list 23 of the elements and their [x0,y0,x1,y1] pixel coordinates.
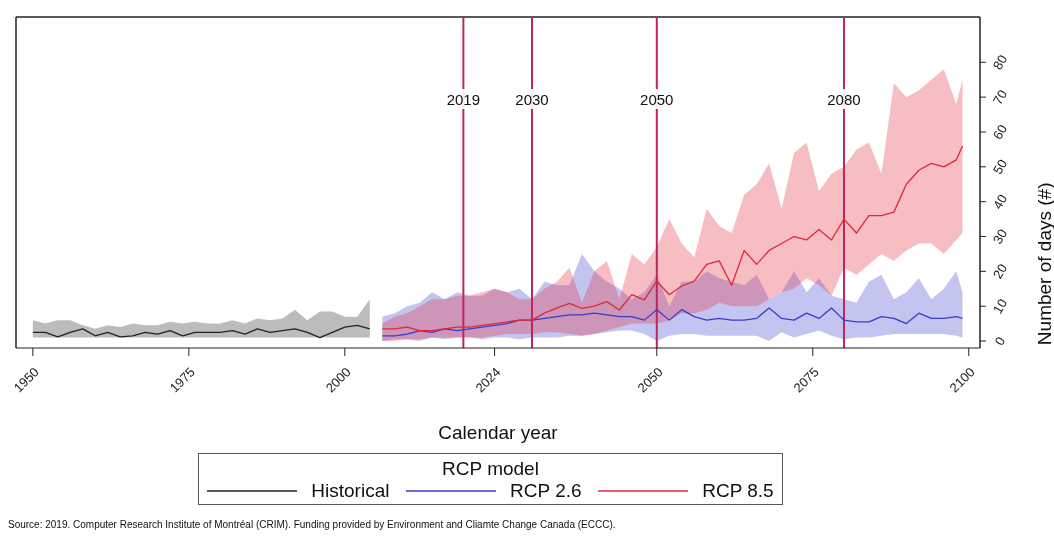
y-tick-label: 40 [989,191,1011,212]
legend-title: RCP model [441,458,540,480]
source-note: Source: 2019. Computer Research Institute of Montréal (CRIM). Funding provided by Environment and Cliamte Change Canada (ECCC). [8,519,617,530]
y-tick-label: 30 [989,226,1011,247]
line-series [381,307,964,337]
y-axis-title: Number of days (#) [1033,182,1054,346]
line-series [381,145,964,332]
y-tick-label: 60 [989,121,1011,142]
ref-line-label: 2080 [827,90,861,108]
y-tick-label: 70 [989,87,1011,108]
y-tick-label: 0 [991,334,1009,348]
legend-label: RCP 8.5 [702,480,774,502]
legend-label: Historical [311,480,390,502]
line-series [32,324,371,339]
y-tick-label: 10 [989,296,1011,317]
x-axis-title: Calendar year [438,422,559,443]
y-tick-label: 80 [989,52,1011,73]
ref-line-label: 2030 [515,90,549,108]
legend-label: RCP 2.6 [510,480,582,502]
ref-line-label: 2019 [446,90,481,108]
y-tick-label: 20 [989,261,1011,282]
y-tick-label: 50 [989,156,1011,177]
ref-line-label: 2050 [640,90,674,108]
